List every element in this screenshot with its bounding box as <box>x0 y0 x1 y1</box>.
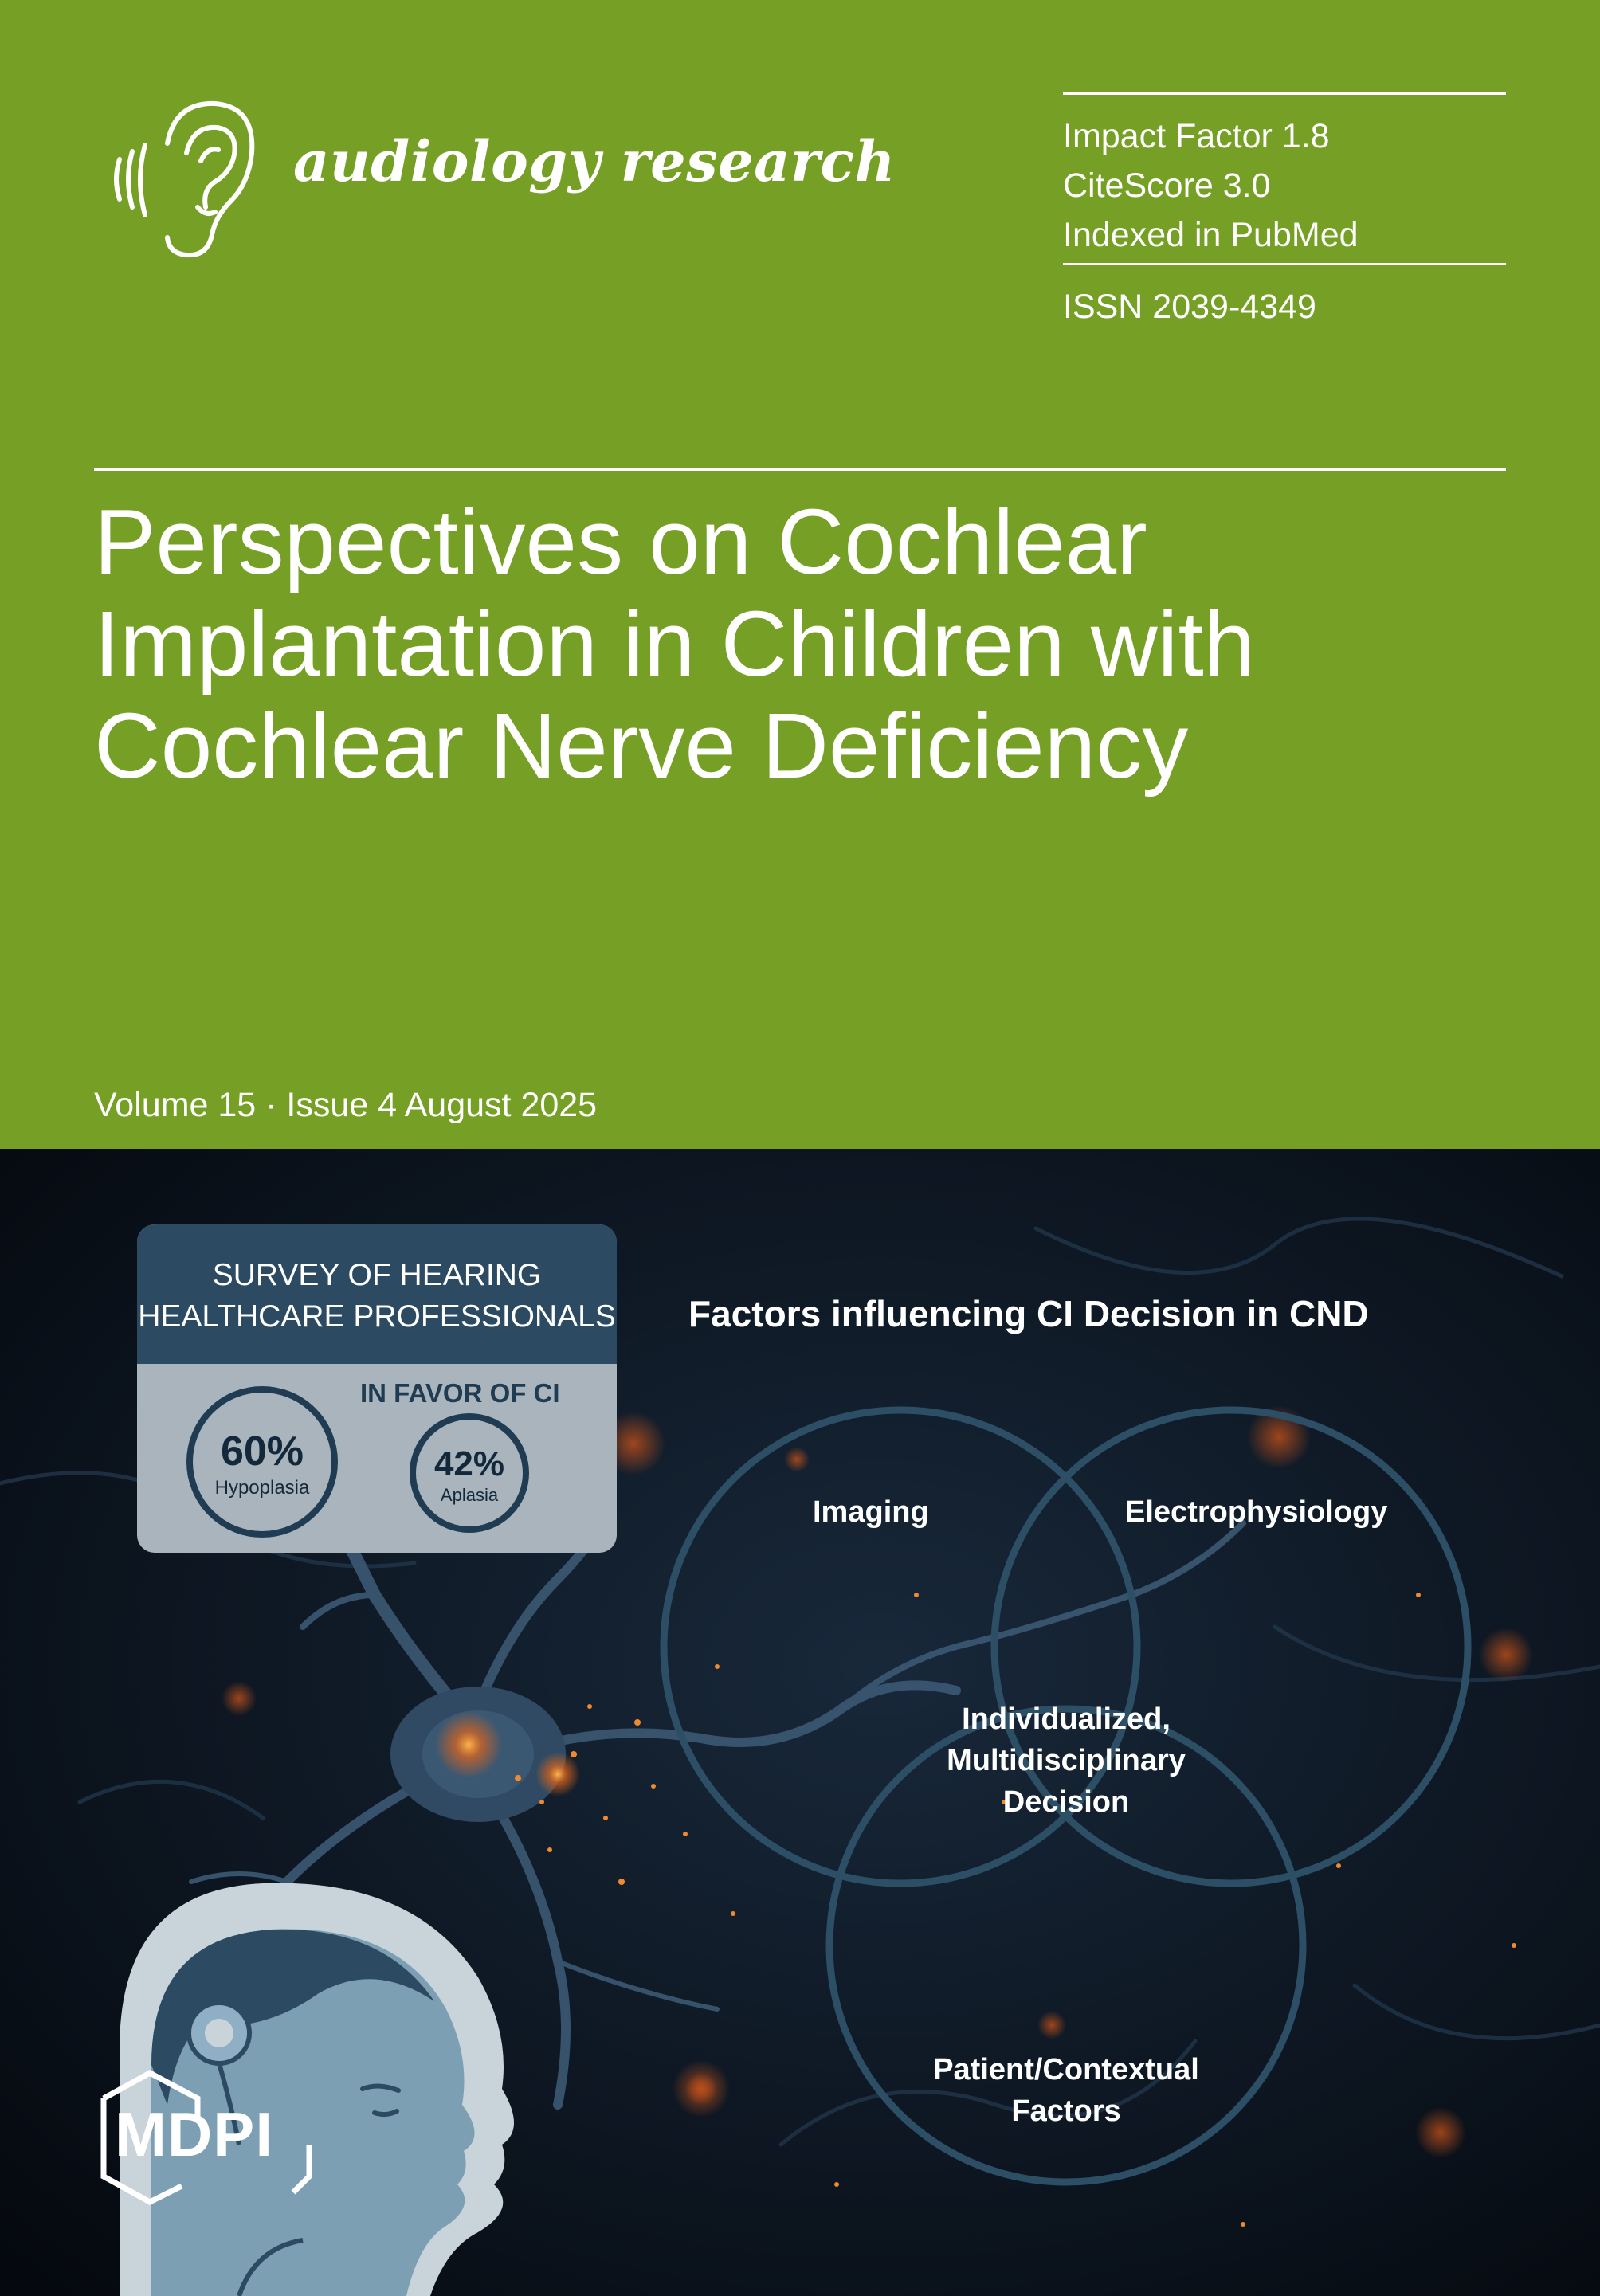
article-title: Perspectives on Cochlear Implantation in… <box>94 491 1496 797</box>
graphical-abstract: SURVEY OF HEARING HEALTHCARE PROFESSIONA… <box>0 1149 1600 2296</box>
cover-header: audiology research Impact Factor 1.8 Cit… <box>0 0 1600 1149</box>
venn-center-line: Individualized, <box>962 1702 1171 1736</box>
journal-name: audiology research <box>293 128 896 194</box>
stat-value: 60% <box>220 1428 304 1475</box>
survey-panel: SURVEY OF HEARING HEALTHCARE PROFESSIONA… <box>137 1224 617 1553</box>
factors-title: Factors influencing CI Decision in CND <box>688 1293 1369 1334</box>
article-title-line: Implantation in Children with <box>94 592 1256 695</box>
venn-label-center: Individualized, Multidisciplinary Decisi… <box>907 1698 1225 1823</box>
stat-value: 42% <box>433 1444 505 1483</box>
aplasia-stat: 42% Aplasia <box>410 1413 529 1533</box>
mdpi-logo-text: MDPI <box>115 2099 273 2169</box>
indexed-in: Indexed in PubMed <box>1063 216 1359 254</box>
favor-label: IN FAVOR OF CI <box>360 1378 560 1408</box>
stat-label: Aplasia <box>440 1485 499 1505</box>
venn-center-line: Multidisciplinary <box>947 1744 1186 1777</box>
survey-stats: IN FAVOR OF CI 60% Hypoplasia 42% Aplasi… <box>137 1364 617 1553</box>
survey-title: SURVEY OF HEARING HEALTHCARE PROFESSIONA… <box>137 1224 617 1364</box>
issue-info: Volume 15 · Issue 4 August 2025 <box>94 1086 598 1124</box>
venn-center-line: Decision <box>1002 1785 1130 1819</box>
impact-factor: Impact Factor 1.8 <box>1063 117 1330 155</box>
citescore: CiteScore 3.0 <box>1063 167 1271 205</box>
child-profile-illustration <box>120 1883 514 2296</box>
stat-label: Hypoplasia <box>214 1477 310 1499</box>
venn-label-patient: Patient/Contextual Factors <box>891 2049 1241 2132</box>
hypoplasia-stat: 60% Hypoplasia <box>186 1386 338 1538</box>
article-title-line: Perspectives on Cochlear <box>94 490 1147 594</box>
venn-patient-line: Factors <box>1011 2094 1121 2128</box>
metrics-top-rule <box>1063 92 1506 95</box>
venn-label-electrophysiology: Electrophysiology <box>1125 1495 1388 1529</box>
venn-patient-line: Patient/Contextual <box>933 2053 1199 2086</box>
issn: ISSN 2039-4349 <box>1063 288 1316 326</box>
survey-title-line: HEALTHCARE PROFESSIONALS <box>138 1299 616 1334</box>
survey-title-line: SURVEY OF HEARING <box>212 1258 542 1292</box>
article-title-line: Cochlear Nerve Deficiency <box>94 694 1189 797</box>
metrics-bottom-rule <box>1063 263 1506 265</box>
title-rule <box>94 468 1506 471</box>
mdpi-hexagon-logo-icon <box>100 2070 312 2205</box>
ear-icon <box>114 100 255 258</box>
venn-label-imaging: Imaging <box>813 1495 929 1529</box>
